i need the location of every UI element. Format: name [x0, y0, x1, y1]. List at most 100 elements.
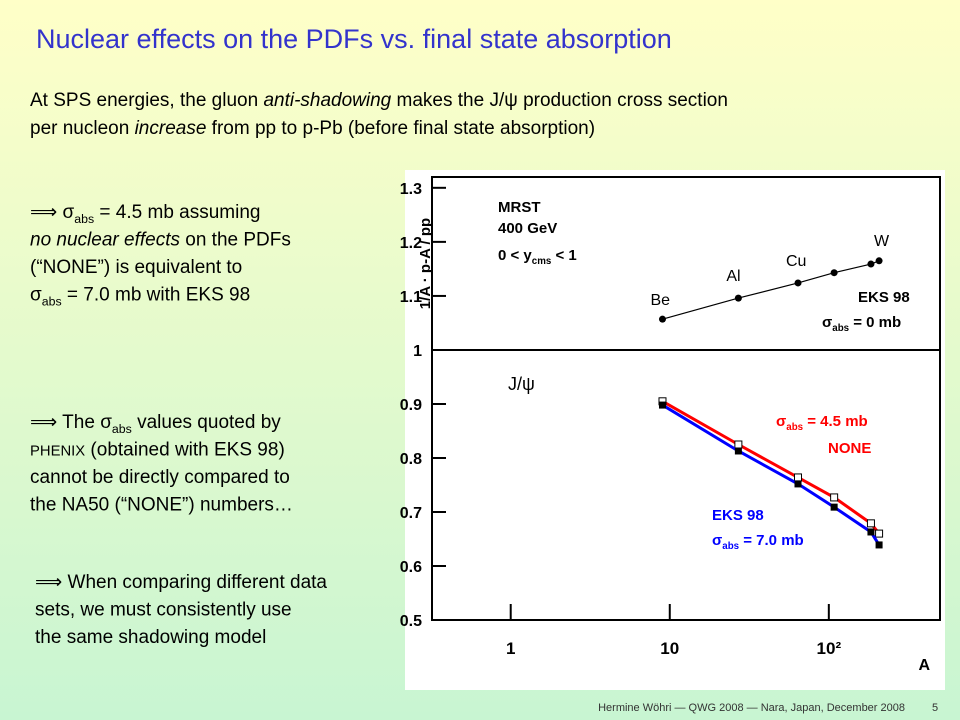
text-run: ⟹ When comparing different data [35, 572, 327, 593]
marker [830, 503, 838, 511]
y-tick-label: 1.3 [400, 181, 422, 198]
point-label: W [874, 233, 890, 250]
text-run: from pp to p-Pb (before final state abso… [206, 118, 595, 139]
text-run: 0 < y [498, 247, 532, 264]
marker [830, 269, 838, 277]
marker [830, 493, 839, 502]
text-line: PHENIX (obtained with EKS 98) [30, 440, 285, 461]
subscript: abs [112, 422, 132, 436]
subscript: abs [722, 541, 739, 552]
text-line: the NA50 (“NONE”) numbers… [30, 495, 293, 516]
point-label: Cu [786, 253, 806, 270]
subscript: abs [74, 212, 94, 226]
text-run: (obtained with EKS 98) [85, 440, 285, 461]
y-tick-label: 0.5 [400, 613, 422, 630]
subscript: abs [42, 294, 62, 308]
text-run: ⟹ The σ [30, 412, 112, 433]
marker [867, 260, 875, 268]
text-run: NONE [828, 440, 871, 457]
text-run: < 1 [551, 247, 576, 264]
subscript: cms [532, 256, 552, 267]
text-run: sets, we must consistently use [35, 600, 292, 621]
text-run: no nuclear effects [30, 230, 180, 251]
text-line: EKS 98 [712, 507, 764, 524]
text-run: σ [776, 413, 786, 430]
marker [875, 257, 883, 265]
marker [867, 528, 875, 536]
x-tick-label: 10² [817, 639, 842, 658]
text-line: NONE [828, 440, 871, 457]
text-line: MRST [498, 199, 541, 216]
text-run: EKS 98 [858, 289, 910, 306]
text-line: per nucleon increase from pp to p-Pb (be… [30, 118, 595, 139]
x-axis-label: A [918, 657, 930, 674]
plot-frame [431, 176, 941, 621]
text-line: sets, we must consistently use [35, 600, 292, 621]
chart-box [405, 170, 945, 690]
text-line: σabs = 0 mb [822, 314, 901, 334]
text-line: ⟹ σabs = 4.5 mb assuming [30, 202, 261, 226]
marker [658, 401, 666, 409]
text-line: ⟹ When comparing different data [35, 572, 327, 593]
text-run: anti-shadowing [263, 90, 391, 111]
marker [875, 529, 884, 538]
text-line: the same shadowing model [35, 627, 266, 648]
text-run: = 7.0 mb [739, 532, 804, 549]
marker [734, 447, 742, 455]
text-run: = 0 mb [849, 314, 901, 331]
marker [793, 473, 802, 482]
text-run: per nucleon [30, 118, 135, 139]
text-run: At SPS energies, the gluon [30, 90, 263, 111]
text-line: ⟹ The σabs values quoted by [30, 412, 281, 436]
y-tick-label: 0.7 [400, 505, 422, 522]
x-tick-label: 10 [660, 639, 679, 658]
text-run: PHENIX [30, 444, 85, 460]
text-run: J/ψ [508, 374, 535, 394]
marker [658, 315, 666, 323]
text-line: J/ψ [508, 374, 535, 394]
y-tick-label: 1 [413, 343, 422, 360]
marker [794, 279, 802, 287]
point-label: Al [726, 268, 740, 285]
text-run: on the PDFs [180, 230, 291, 251]
text-line: σabs = 4.5 mb [776, 413, 868, 433]
text-run: the NA50 (“NONE”) numbers… [30, 495, 293, 516]
text-run: = 4.5 mb [803, 413, 868, 430]
text-line: (“NONE”) is equivalent to [30, 257, 242, 278]
y-tick-label: 0.6 [400, 559, 422, 576]
y-tick-label: 0.8 [400, 451, 422, 468]
text-line: no nuclear effects on the PDFs [30, 230, 291, 251]
text-line: EKS 98 [858, 289, 910, 306]
x-tick-label: 1 [506, 639, 515, 658]
text-line: cannot be directly compared to [30, 467, 290, 488]
text-run: the same shadowing model [35, 627, 266, 648]
text-run: values quoted by [132, 412, 281, 433]
text-run: σ [30, 285, 42, 306]
slide-title: Nuclear effects on the PDFs vs. final st… [36, 24, 672, 54]
text-line: At SPS energies, the gluon anti-shadowin… [30, 90, 728, 111]
text-line: σabs = 7.0 mb [712, 532, 804, 552]
text-line: 0 < ycms < 1 [498, 247, 577, 267]
marker [875, 541, 883, 549]
text-run: increase [135, 118, 207, 139]
text-line: σabs = 7.0 mb with EKS 98 [30, 285, 250, 309]
marker [734, 294, 742, 302]
text-line: 400 GeV [498, 220, 557, 237]
text-run: makes the J/ψ production cross section [391, 90, 728, 111]
subscript: abs [786, 422, 803, 433]
page-number: 5 [932, 702, 938, 714]
marker [794, 480, 802, 488]
text-run: cannot be directly compared to [30, 467, 290, 488]
footer: Hermine Wöhri — QWG 2008 — Nara, Japan, … [598, 702, 905, 714]
text-run: ⟹ σ [30, 202, 75, 223]
text-run: MRST [498, 199, 541, 216]
marker [734, 440, 743, 449]
y-tick-label: 1.2 [400, 235, 422, 252]
y-axis-label: 1/A · p-A / pp [417, 218, 434, 309]
text-run: σ [712, 532, 722, 549]
point-label: Be [650, 292, 670, 309]
marker [866, 519, 875, 528]
text-run: = 4.5 mb assuming [94, 202, 260, 223]
